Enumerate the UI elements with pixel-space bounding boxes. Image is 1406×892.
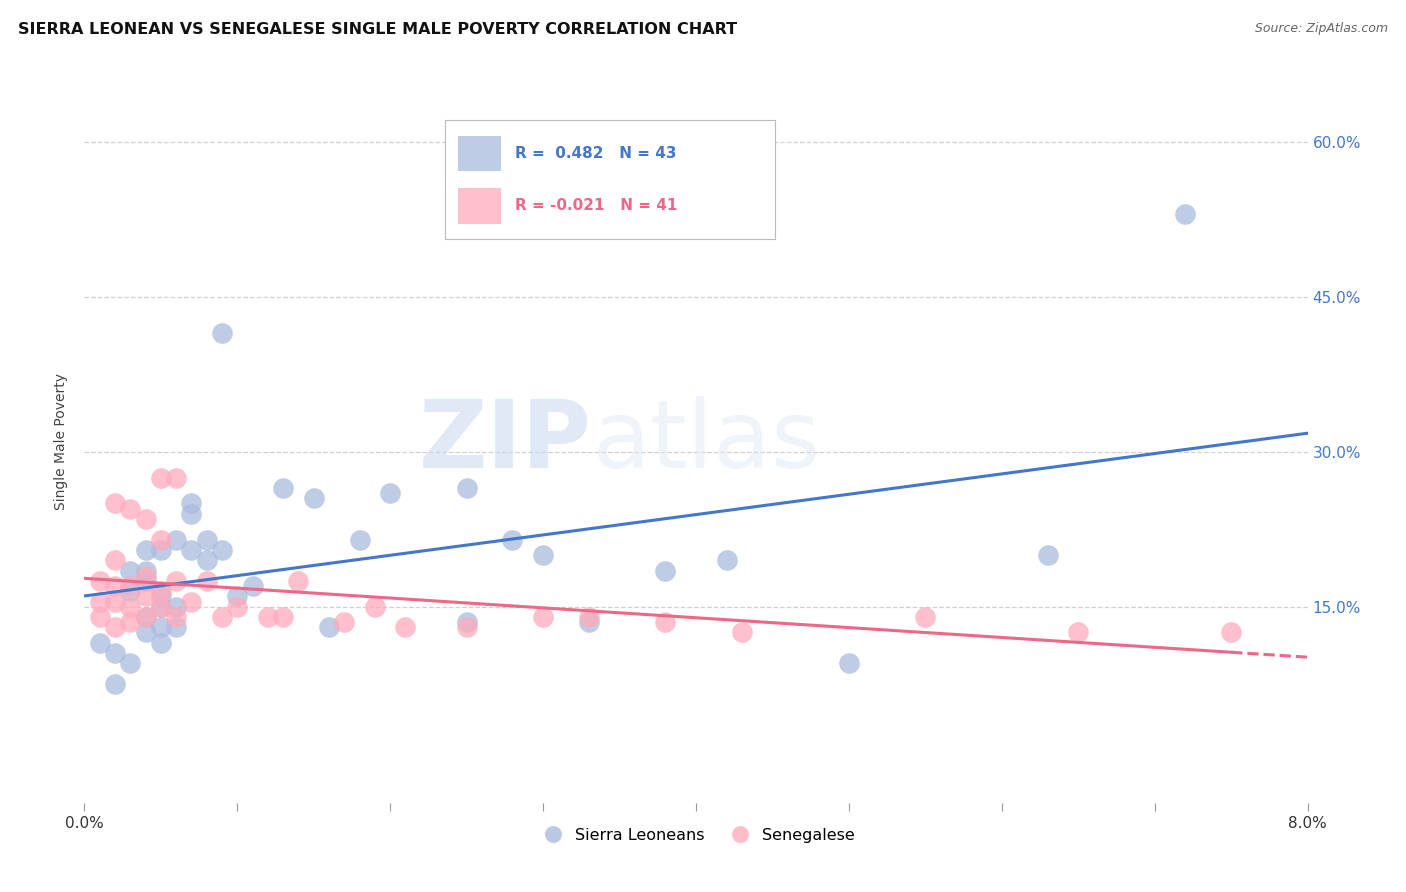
Point	[165, 620, 187, 634]
Point	[195, 574, 218, 588]
Point	[104, 677, 127, 691]
Point	[165, 533, 187, 547]
Point	[135, 568, 157, 582]
Point	[104, 579, 127, 593]
Point	[135, 625, 157, 640]
Point	[1220, 625, 1243, 640]
Point	[456, 481, 478, 495]
Point	[226, 599, 249, 614]
Point	[135, 512, 157, 526]
Point	[333, 615, 356, 630]
Point	[104, 553, 127, 567]
Point	[1036, 548, 1059, 562]
Point	[502, 533, 524, 547]
Point	[165, 574, 187, 588]
Point	[716, 553, 738, 567]
Point	[104, 594, 127, 608]
Point	[120, 615, 142, 630]
Point	[104, 496, 127, 510]
Point	[135, 574, 157, 588]
Point	[271, 610, 294, 624]
Point	[89, 610, 111, 624]
Text: atlas: atlas	[592, 395, 820, 488]
Point	[180, 594, 202, 608]
Point	[654, 564, 676, 578]
Point	[456, 620, 478, 634]
Point	[120, 657, 142, 671]
Text: SIERRA LEONEAN VS SENEGALESE SINGLE MALE POVERTY CORRELATION CHART: SIERRA LEONEAN VS SENEGALESE SINGLE MALE…	[18, 22, 737, 37]
Point	[654, 615, 676, 630]
Point	[149, 542, 172, 557]
Y-axis label: Single Male Poverty: Single Male Poverty	[55, 373, 69, 510]
Point	[287, 574, 309, 588]
Point	[242, 579, 264, 593]
Point	[135, 610, 157, 624]
Text: ZIP: ZIP	[419, 395, 592, 488]
Point	[318, 620, 340, 634]
Point	[531, 610, 554, 624]
Point	[180, 507, 202, 521]
Point	[89, 594, 111, 608]
Legend: Sierra Leoneans, Senegalese: Sierra Leoneans, Senegalese	[530, 822, 862, 849]
Point	[364, 599, 387, 614]
Point	[731, 625, 754, 640]
Point	[226, 590, 249, 604]
Point	[578, 610, 600, 624]
Point	[120, 501, 142, 516]
Point	[165, 471, 187, 485]
Text: Source: ZipAtlas.com: Source: ZipAtlas.com	[1254, 22, 1388, 36]
Point	[104, 646, 127, 660]
Point	[380, 486, 402, 500]
Point	[195, 533, 218, 547]
Point	[394, 620, 416, 634]
Point	[135, 590, 157, 604]
Point	[180, 496, 202, 510]
Point	[211, 326, 233, 341]
Point	[180, 542, 202, 557]
Point	[165, 610, 187, 624]
Point	[135, 610, 157, 624]
Point	[271, 481, 294, 495]
Point	[578, 615, 600, 630]
Point	[120, 579, 142, 593]
Point	[1174, 207, 1197, 221]
Point	[149, 599, 172, 614]
Point	[531, 548, 554, 562]
Point	[135, 542, 157, 557]
Point	[165, 599, 187, 614]
Point	[195, 553, 218, 567]
Point	[120, 564, 142, 578]
Point	[211, 610, 233, 624]
Point	[349, 533, 371, 547]
Point	[89, 636, 111, 650]
Point	[456, 615, 478, 630]
Point	[257, 610, 280, 624]
Point	[120, 584, 142, 599]
Point	[89, 574, 111, 588]
Point	[149, 590, 172, 604]
Point	[149, 599, 172, 614]
Point	[149, 620, 172, 634]
Point	[838, 657, 860, 671]
Point	[1067, 625, 1090, 640]
Point	[302, 491, 325, 506]
Point	[149, 471, 172, 485]
Point	[149, 636, 172, 650]
Point	[211, 542, 233, 557]
Point	[149, 533, 172, 547]
Point	[135, 564, 157, 578]
Point	[149, 584, 172, 599]
Point	[104, 620, 127, 634]
Point	[120, 599, 142, 614]
Point	[914, 610, 936, 624]
